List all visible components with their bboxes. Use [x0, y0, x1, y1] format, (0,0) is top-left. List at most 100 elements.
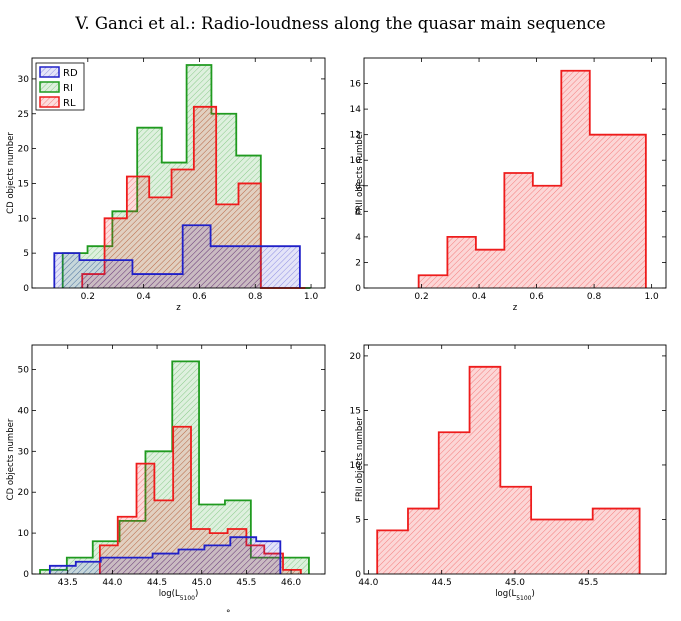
hist-bar — [173, 426, 192, 574]
hist-bar — [561, 70, 590, 289]
hist-bar — [230, 537, 257, 574]
x-tick-label: 44.0 — [102, 578, 122, 588]
y-tick-label: 0 — [23, 284, 29, 294]
hist-bar — [149, 197, 172, 288]
hist-bar — [438, 432, 470, 574]
axes-frame — [363, 57, 667, 289]
y-tick-label: 50 — [18, 366, 30, 376]
hist-bar — [475, 249, 505, 288]
panel-bottom-right: 44.0 44.5 45.0 45.5 0 5 10 15 20 log(L5100) FRII o… — [350, 344, 667, 602]
hist-bar — [178, 549, 205, 574]
y-tick-label: 10 — [350, 461, 362, 471]
y-tick-label: 14 — [350, 105, 362, 115]
series-frii-bottom-right — [376, 365, 641, 574]
x-tick-label: 0.6 — [529, 292, 544, 302]
hist-bar — [100, 557, 127, 574]
y-tick-label: 5 — [23, 249, 29, 259]
x-axis-label: log(L5100) — [159, 589, 199, 602]
hist-bar — [623, 508, 640, 574]
y-tick-label: 20 — [18, 145, 30, 155]
series-rd-bottom-left — [48, 536, 282, 574]
hist-bar — [157, 274, 183, 288]
legend-swatch-rd — [39, 66, 60, 78]
y-tick-label: 6 — [355, 207, 361, 217]
hist-outline — [417, 69, 647, 288]
x-tick-label: 1.0 — [304, 292, 319, 302]
y-tick-label: 10 — [18, 214, 30, 224]
x-tick-label: 45.5 — [236, 578, 256, 588]
hist-bar — [235, 246, 261, 288]
y-tick-label: 10 — [18, 529, 30, 539]
y-tick-label: 0 — [355, 284, 361, 294]
hist-bar — [49, 565, 76, 574]
x-tick-label: 44.5 — [147, 578, 167, 588]
hist-bar — [407, 508, 439, 574]
x-tick-label: 43.5 — [58, 578, 78, 588]
hist-bar — [377, 530, 408, 574]
hist-bar — [54, 253, 80, 288]
hist-outline — [376, 365, 641, 574]
hist-bar — [107, 260, 133, 288]
axes-frame — [31, 57, 326, 289]
page-header: V. Ganci et al.: Radio-loudness along th… — [75, 14, 606, 33]
y-axis-label: CD objects number — [6, 132, 16, 214]
x-tick-label: 44.5 — [432, 578, 452, 588]
hist-bar — [500, 486, 532, 574]
x-axis-label: log(L5100) — [495, 589, 535, 602]
hist-bar — [136, 463, 155, 574]
hist-outline — [53, 224, 301, 288]
y-tick-label: 0 — [355, 570, 361, 580]
y-tick-label: 30 — [18, 75, 30, 85]
legend-label-rd: RD — [63, 68, 78, 79]
hist-bar — [592, 508, 624, 574]
y-tick-label: 15 — [18, 179, 29, 189]
y-tick-label: 12 — [350, 131, 361, 141]
hist-bar — [447, 236, 476, 288]
hist-bar — [152, 553, 179, 574]
y-tick-label: 20 — [350, 352, 362, 362]
hist-bar — [288, 246, 300, 288]
hist-bar — [132, 274, 158, 288]
hist-bar — [75, 561, 101, 574]
y-tick-label: 40 — [18, 406, 30, 416]
x-tick-label: 0.2 — [414, 292, 428, 302]
panel-top-left: 0.2 0.4 0.6 0.8 1.0 0 5 10 15 20 25 30 z CD objects n… — [6, 57, 326, 313]
y-axis-label: FRII objects number — [355, 416, 365, 502]
hist-outline — [48, 536, 282, 574]
x-tick-label: 46.0 — [281, 578, 301, 588]
hist-outline — [61, 64, 311, 289]
y-tick-label: 0 — [23, 570, 29, 580]
hist-bar — [418, 275, 448, 288]
x-tick-label: 0.8 — [587, 292, 602, 302]
panel-bottom-left: 43.5 44.0 44.5 45.0 45.5 46.0 0 10 20 30 40 50 log(L… — [6, 344, 326, 602]
y-tick-label: 4 — [355, 233, 361, 243]
hist-bar — [589, 134, 646, 288]
y-tick-label: 20 — [18, 488, 30, 498]
hist-bar — [283, 569, 301, 574]
y-tick-label: 30 — [18, 447, 30, 457]
x-tick-label: 45.5 — [578, 578, 598, 588]
hist-bar — [532, 185, 562, 288]
footer-fragment: ° — [226, 609, 231, 619]
y-tick-label: 2 — [355, 258, 361, 268]
hist-bar — [204, 545, 231, 574]
x-tick-label: 0.2 — [81, 292, 95, 302]
legend-label-rl: RL — [63, 98, 76, 109]
hist-bar — [126, 557, 153, 574]
x-tick-label: 44.0 — [358, 578, 378, 588]
y-tick-label: 25 — [18, 110, 29, 120]
x-tick-label: 0.4 — [136, 292, 151, 302]
legend-swatch-rl — [39, 96, 60, 108]
hist-bar — [260, 246, 289, 288]
hist-bar — [561, 519, 593, 574]
hist-bar — [504, 173, 533, 288]
hist-outline — [81, 105, 306, 289]
hist-bar — [79, 260, 108, 288]
x-tick-label: 0.8 — [248, 292, 263, 302]
hist-bar — [531, 519, 562, 574]
panel-top-right: 0.2 0.4 0.6 0.8 1.0 0 2 4 6 8 10 12 14 16 z FRII object… — [350, 57, 667, 313]
x-tick-label: 0.4 — [472, 292, 487, 302]
x-tick-label: 0.6 — [192, 292, 207, 302]
x-tick-label: 45.0 — [192, 578, 212, 588]
